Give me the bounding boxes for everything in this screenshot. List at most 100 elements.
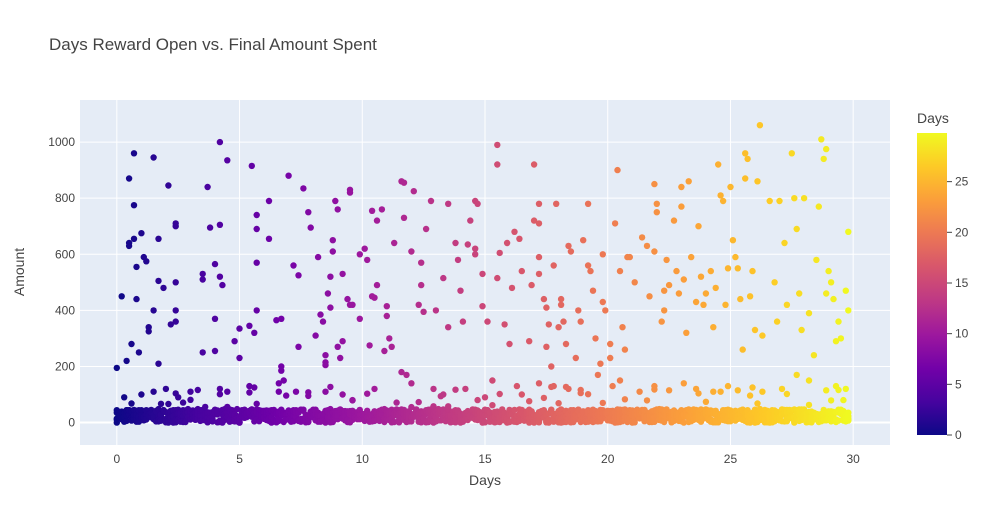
- data-point: [440, 274, 447, 282]
- data-point: [479, 303, 486, 310]
- data-point: [715, 161, 722, 168]
- data-point: [835, 417, 842, 424]
- data-point: [825, 267, 832, 275]
- data-point: [206, 224, 214, 231]
- data-point: [391, 239, 398, 247]
- data-point: [503, 239, 511, 247]
- data-point: [773, 408, 781, 416]
- data-point: [138, 230, 145, 237]
- data-point: [577, 389, 584, 397]
- data-point: [292, 388, 300, 395]
- data-point: [273, 317, 280, 324]
- data-point: [805, 401, 813, 409]
- data-point: [651, 418, 658, 425]
- data-point: [530, 217, 538, 224]
- data-point: [845, 228, 852, 235]
- data-point: [489, 402, 496, 409]
- data-point: [543, 343, 550, 350]
- y-axis-title: Amount: [11, 248, 27, 296]
- data-point: [445, 324, 452, 331]
- data-point: [452, 419, 459, 426]
- data-point: [489, 377, 496, 384]
- data-point: [835, 318, 842, 325]
- data-point: [800, 195, 808, 202]
- data-point: [680, 276, 687, 283]
- data-point: [408, 403, 415, 411]
- data-point: [376, 417, 383, 425]
- data-point: [511, 228, 518, 235]
- data-point: [749, 267, 756, 275]
- data-point: [518, 391, 525, 398]
- data-point: [756, 122, 764, 129]
- data-point: [187, 396, 194, 403]
- data-point: [371, 294, 378, 301]
- data-point: [464, 241, 471, 248]
- data-point: [631, 419, 638, 426]
- data-point: [113, 364, 121, 372]
- data-point: [454, 256, 462, 264]
- data-point: [631, 279, 638, 286]
- data-point: [526, 419, 533, 426]
- data-point: [678, 203, 685, 210]
- x-tick-label: 20: [601, 452, 615, 466]
- data-point: [408, 380, 415, 387]
- data-point: [516, 235, 523, 242]
- data-point: [420, 308, 427, 315]
- data-point: [133, 263, 140, 271]
- data-point: [248, 162, 255, 170]
- data-point: [565, 385, 572, 393]
- data-point: [550, 262, 557, 269]
- data-point: [400, 179, 408, 186]
- data-point: [548, 363, 555, 370]
- data-point: [317, 311, 324, 318]
- data-point: [440, 391, 447, 398]
- data-point: [219, 281, 226, 289]
- data-point: [513, 382, 521, 390]
- data-point: [305, 392, 312, 400]
- data-point: [702, 290, 710, 297]
- data-point: [506, 340, 513, 348]
- x-tick-label: 25: [724, 452, 738, 466]
- data-point: [246, 382, 253, 390]
- data-point: [332, 197, 339, 205]
- data-point: [734, 265, 741, 272]
- data-point: [162, 385, 170, 393]
- data-point: [445, 403, 452, 410]
- data-point: [329, 237, 336, 244]
- data-point: [371, 385, 378, 393]
- data-point: [290, 262, 297, 269]
- data-point: [494, 141, 501, 149]
- data-point: [535, 380, 543, 387]
- data-point: [415, 301, 422, 308]
- data-point: [128, 400, 135, 407]
- data-point: [827, 397, 835, 404]
- data-point: [729, 237, 737, 244]
- data-point: [665, 281, 673, 289]
- data-point: [400, 214, 408, 221]
- data-point: [724, 382, 732, 390]
- data-point: [327, 383, 334, 391]
- data-point: [651, 180, 658, 188]
- data-point: [562, 340, 570, 348]
- data-point: [253, 400, 260, 407]
- data-point: [759, 388, 766, 395]
- data-point: [611, 220, 619, 227]
- data-point: [418, 281, 425, 289]
- data-point: [734, 387, 741, 394]
- data-point: [783, 301, 791, 308]
- data-point: [265, 197, 273, 205]
- data-point: [349, 396, 356, 404]
- data-point: [572, 354, 579, 362]
- data-point: [194, 386, 201, 394]
- data-point: [128, 340, 135, 348]
- data-point: [722, 301, 729, 308]
- data-point: [823, 145, 830, 153]
- data-point: [236, 354, 243, 362]
- data-point: [555, 324, 562, 331]
- data-point: [653, 200, 660, 207]
- colorbar-tick-label: 10: [955, 327, 969, 341]
- data-point: [329, 248, 336, 255]
- data-point: [278, 315, 285, 322]
- data-point: [842, 287, 849, 294]
- data-point: [172, 279, 179, 286]
